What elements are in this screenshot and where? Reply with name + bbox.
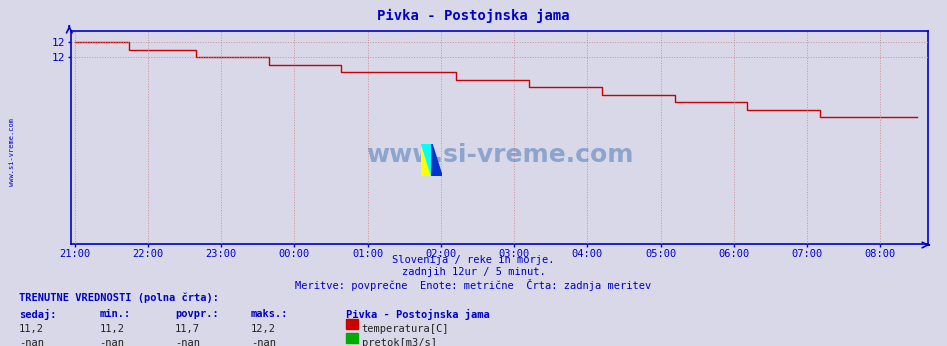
Polygon shape <box>432 144 442 176</box>
Text: TRENUTNE VREDNOSTI (polna črta):: TRENUTNE VREDNOSTI (polna črta): <box>19 292 219 303</box>
Text: povpr.:: povpr.: <box>175 309 219 319</box>
Text: Meritve: povprečne  Enote: metrične  Črta: zadnja meritev: Meritve: povprečne Enote: metrične Črta:… <box>295 279 652 291</box>
Text: -nan: -nan <box>19 338 44 346</box>
Text: temperatura[C]: temperatura[C] <box>362 324 449 334</box>
Text: sedaj:: sedaj: <box>19 309 57 320</box>
Text: 11,7: 11,7 <box>175 324 200 334</box>
Polygon shape <box>421 144 432 176</box>
Text: zadnjih 12ur / 5 minut.: zadnjih 12ur / 5 minut. <box>402 267 545 277</box>
Text: Pivka - Postojnska jama: Pivka - Postojnska jama <box>377 9 570 23</box>
Polygon shape <box>421 144 432 176</box>
Text: 11,2: 11,2 <box>99 324 124 334</box>
Text: www.si-vreme.com: www.si-vreme.com <box>366 143 634 166</box>
Text: min.:: min.: <box>99 309 131 319</box>
Text: www.si-vreme.com: www.si-vreme.com <box>9 118 15 186</box>
Text: -nan: -nan <box>175 338 200 346</box>
Text: -nan: -nan <box>99 338 124 346</box>
Text: -nan: -nan <box>251 338 276 346</box>
Text: Pivka - Postojnska jama: Pivka - Postojnska jama <box>346 309 490 320</box>
Text: Slovenija / reke in morje.: Slovenija / reke in morje. <box>392 255 555 265</box>
Text: 11,2: 11,2 <box>19 324 44 334</box>
Text: pretok[m3/s]: pretok[m3/s] <box>362 338 437 346</box>
Text: 12,2: 12,2 <box>251 324 276 334</box>
Text: maks.:: maks.: <box>251 309 289 319</box>
